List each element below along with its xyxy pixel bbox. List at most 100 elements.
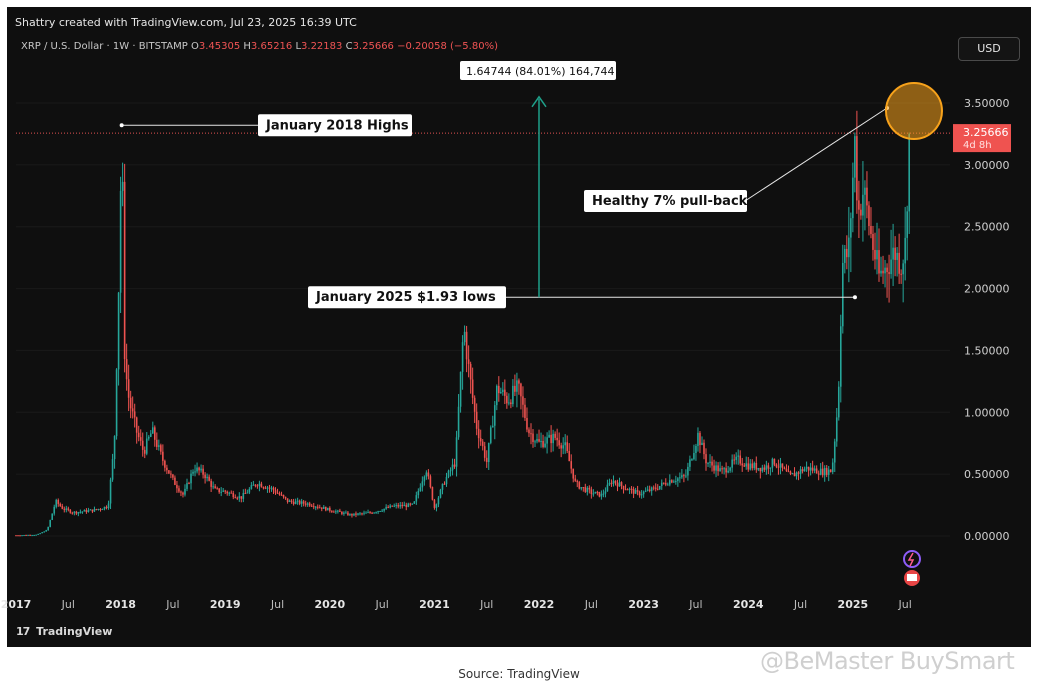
candle-body [870, 226, 872, 234]
candle-body [69, 509, 72, 513]
candle-body [477, 428, 480, 439]
candle-body [194, 471, 196, 473]
candle-body [469, 363, 472, 380]
candle-body [777, 466, 780, 468]
candle-body [743, 465, 746, 467]
candle-body [586, 487, 589, 492]
candle-body [888, 272, 890, 275]
candle-body [536, 439, 538, 442]
candle-body [677, 478, 679, 482]
candle-body [703, 442, 705, 455]
candle-body [411, 503, 414, 505]
candle-body [580, 487, 583, 489]
candle-body [178, 488, 180, 492]
candle-body [89, 509, 92, 511]
candle-body [618, 482, 621, 487]
candle-body [858, 200, 860, 210]
candle-body [791, 473, 794, 475]
candle-body [455, 437, 458, 467]
candle-body [779, 463, 782, 468]
candle-body [97, 508, 100, 510]
candle-body [842, 262, 844, 327]
flag-icon-inner [907, 574, 917, 581]
candle-body [151, 427, 154, 434]
candle-body [532, 433, 534, 442]
currency-button[interactable]: USD [958, 37, 1020, 61]
candle-body [850, 218, 852, 238]
candle-body [733, 459, 735, 461]
tradingview-logo[interactable]: 17 TradingView [16, 625, 112, 638]
candle-body [556, 437, 558, 441]
candle-body [107, 503, 110, 509]
candle-body [310, 505, 313, 507]
candle-body [658, 485, 661, 490]
candle-body [558, 440, 560, 446]
candle-body [210, 480, 212, 487]
candle-body [699, 432, 701, 446]
candle-body [250, 485, 253, 489]
candle-body [131, 408, 134, 412]
candle-body [222, 490, 225, 492]
annotation-pullback: Healthy 7% pull-back [592, 194, 748, 209]
candle-body [504, 389, 506, 396]
candle-body [757, 467, 760, 470]
candle-body [809, 467, 812, 471]
candle-body [874, 249, 876, 260]
candle-body [761, 467, 764, 472]
candle-body [868, 205, 870, 227]
candle-body [206, 476, 208, 479]
candle-body [683, 475, 685, 477]
candle-body [650, 487, 653, 492]
symbol-legend: XRP / U.S. Dollar · 1W · BITSTAMP O3.453… [21, 41, 498, 52]
x-tick-label: 2018 [105, 598, 136, 611]
candle-body [443, 483, 446, 485]
candle-body [276, 492, 279, 494]
candle-body [290, 500, 293, 502]
candle-body [423, 476, 426, 482]
candle-body [99, 508, 102, 510]
candle-body [154, 427, 156, 440]
candle-body [343, 512, 345, 514]
candle-body [493, 405, 496, 426]
candle-body [801, 469, 804, 472]
ohlc-c: C3.25666 [342, 41, 394, 52]
candle-body [333, 511, 335, 513]
candle-body [266, 487, 269, 489]
candle-body [552, 433, 554, 444]
candle-body [510, 402, 512, 405]
candle-body [337, 510, 339, 512]
candle-body [149, 433, 152, 437]
candle-body [630, 488, 633, 490]
candle-body [753, 462, 756, 469]
candle-body [737, 455, 739, 457]
candle-body [799, 469, 802, 474]
candle-body [27, 534, 29, 536]
candle-body [644, 490, 647, 492]
candle-body [572, 468, 575, 479]
candle-body [198, 467, 200, 471]
candle-body [829, 469, 832, 473]
candle-body [256, 485, 259, 487]
candle-body [614, 480, 617, 484]
candle-body [327, 507, 329, 511]
candle-body [393, 505, 395, 507]
candle-body [389, 505, 391, 508]
y-tick-label: 0.50000 [964, 468, 1010, 481]
candle-body [166, 467, 168, 471]
candle-body [542, 440, 544, 447]
candle-body [546, 437, 548, 444]
candle-body [359, 513, 361, 515]
candle-body [55, 499, 58, 507]
candle-body [363, 512, 365, 514]
y-tick-label: 1.00000 [964, 406, 1010, 419]
candle-body [353, 513, 355, 516]
candle-body [308, 503, 311, 506]
candle-body [508, 402, 510, 404]
candle-body [147, 436, 150, 439]
candle-body [560, 445, 562, 449]
candle-body [79, 511, 82, 513]
candle-body [506, 395, 508, 404]
candle-body [588, 487, 591, 490]
